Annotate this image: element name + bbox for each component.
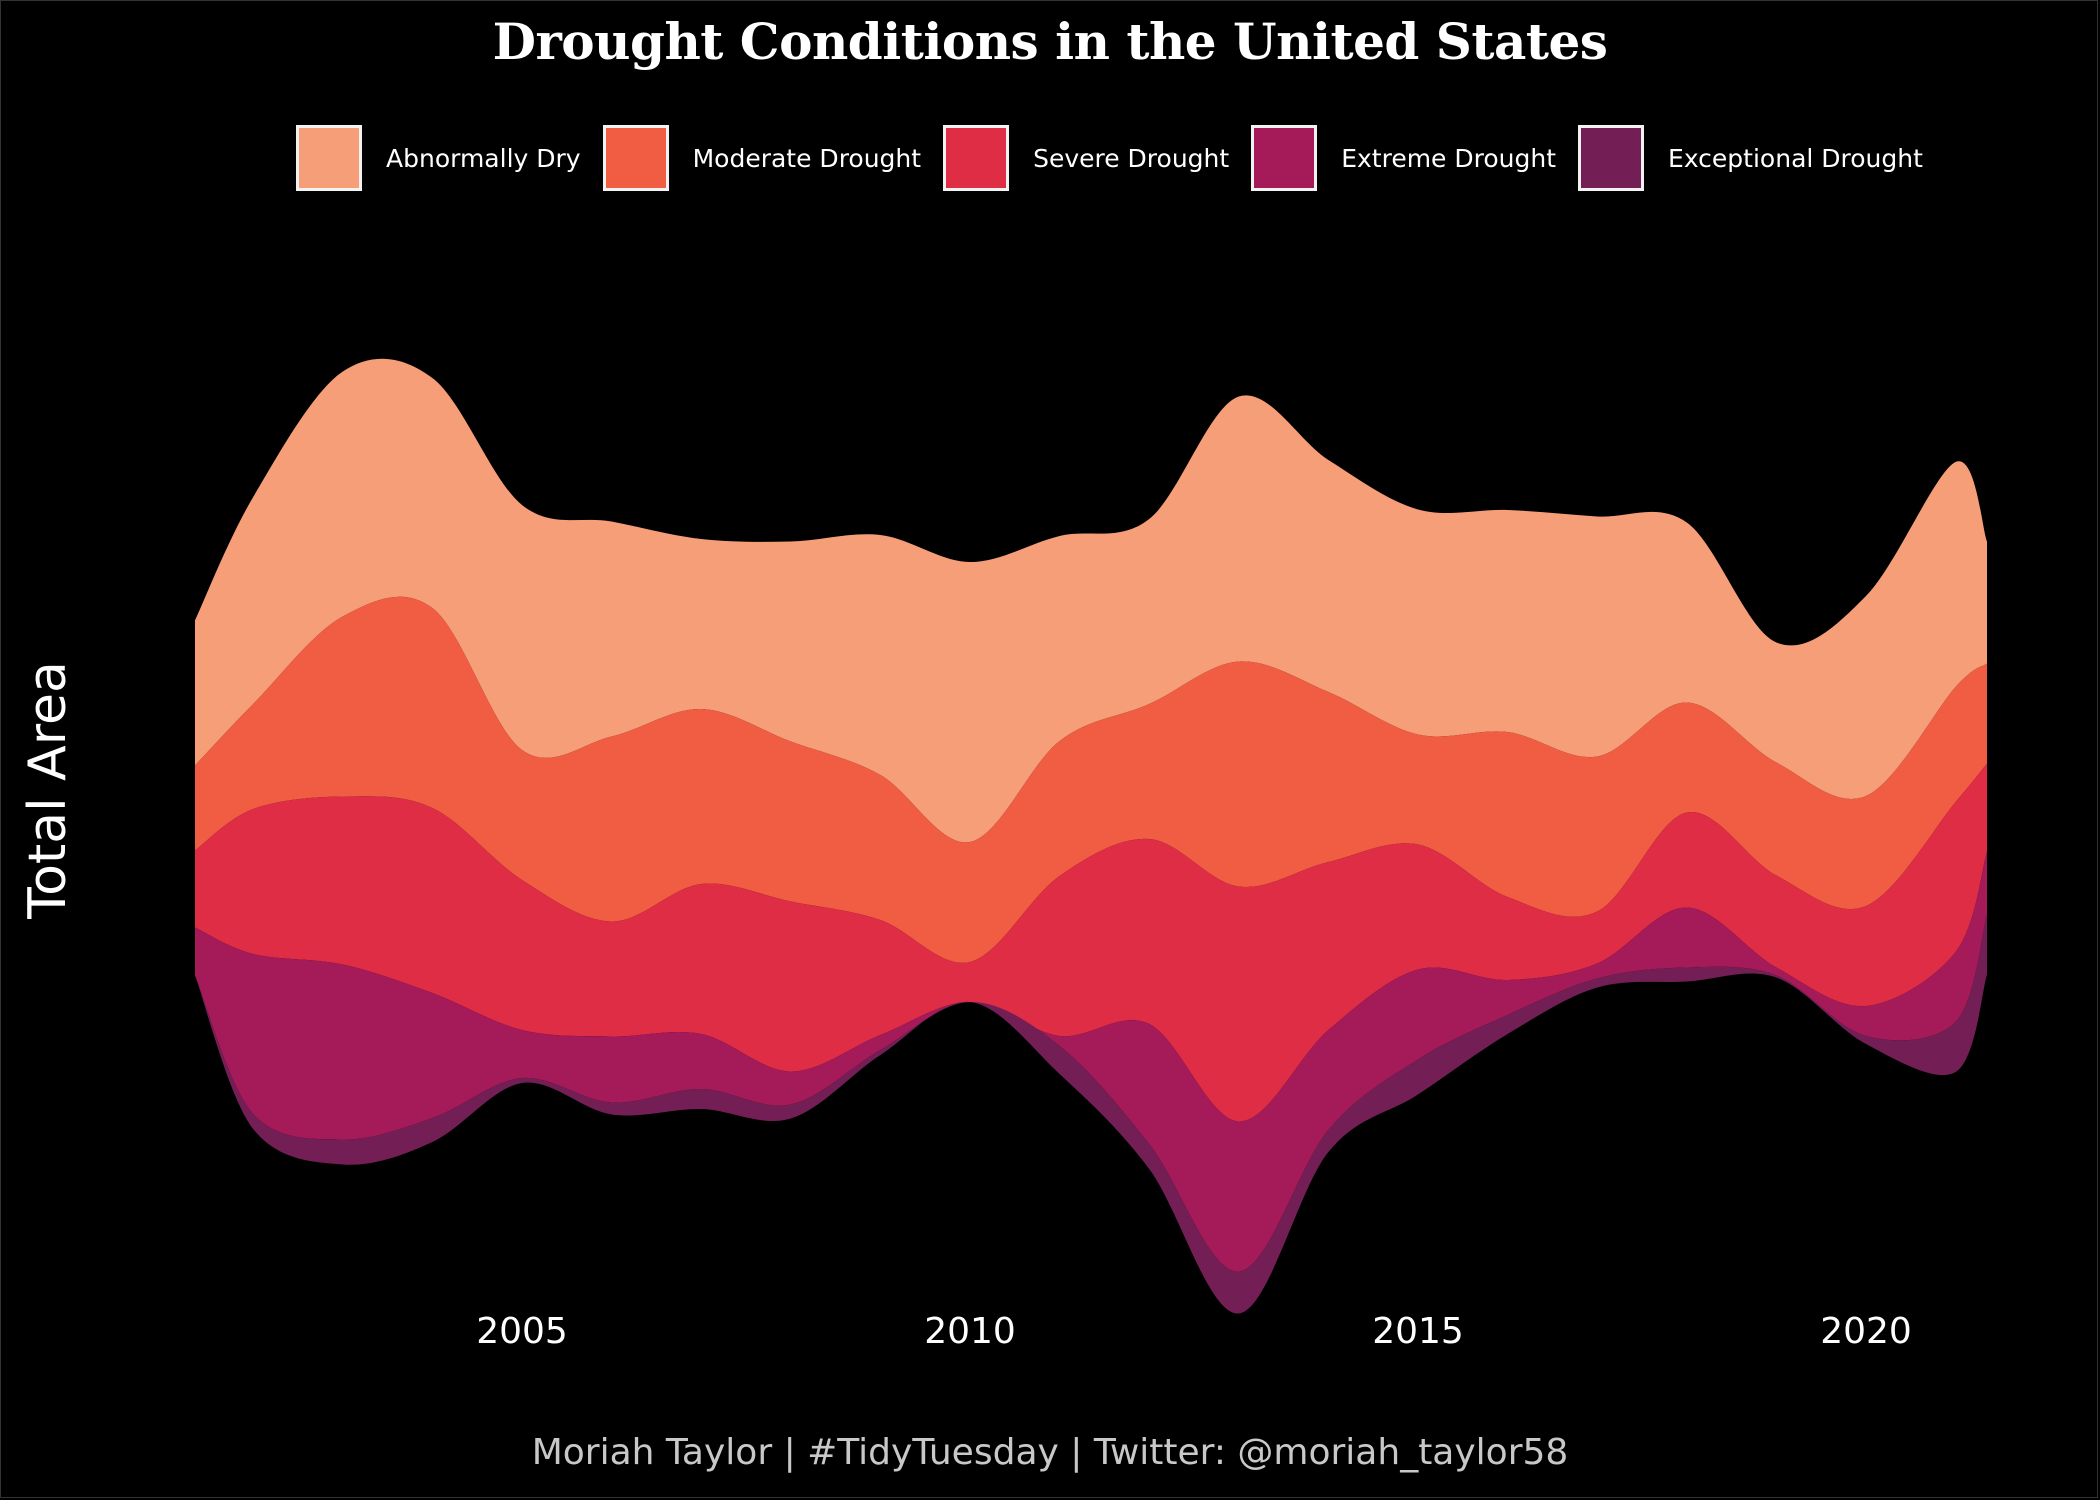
legend: Abnormally Dry Moderate Drought Severe D… — [296, 122, 1945, 194]
stream-moderate-drought — [195, 596, 1987, 963]
legend-label: Abnormally Dry — [386, 143, 581, 173]
stream-abnormally-dry — [195, 358, 1987, 843]
legend-swatch — [296, 125, 362, 191]
stream-exceptional-drought — [195, 914, 1987, 1314]
legend-swatch — [943, 125, 1010, 191]
legend-item-abnormally-dry: Abnormally Dry — [296, 125, 581, 191]
legend-swatch — [1251, 125, 1318, 191]
legend-swatch — [1578, 125, 1645, 191]
legend-label: Extreme Drought — [1341, 143, 1557, 173]
legend-item-extreme-drought: Extreme Drought — [1251, 125, 1556, 191]
stream-layers — [195, 358, 1987, 1314]
stream-severe-drought — [195, 763, 1987, 1122]
legend-item-exceptional-drought: Exceptional Drought — [1578, 125, 1923, 191]
chart-title: Drought Conditions in the United States — [492, 12, 1608, 71]
x-axis: 2005 2010 2015 2020 — [476, 1311, 1912, 1352]
legend-label: Exceptional Drought — [1668, 143, 1923, 173]
legend-item-severe-drought: Severe Drought — [943, 125, 1229, 191]
x-tick-label: 2020 — [1820, 1311, 1912, 1352]
caption: Moriah Taylor | #TidyTuesday | Twitter: … — [531, 1432, 1569, 1473]
legend-label: Severe Drought — [1033, 143, 1230, 173]
x-tick-label: 2010 — [924, 1311, 1016, 1352]
x-tick-label: 2015 — [1372, 1311, 1464, 1352]
stream-extreme-drought — [195, 851, 1987, 1272]
legend-swatch — [602, 125, 669, 191]
legend-label: Moderate Drought — [692, 143, 922, 173]
legend-item-moderate-drought: Moderate Drought — [602, 125, 922, 191]
x-tick-label: 2005 — [476, 1311, 568, 1352]
